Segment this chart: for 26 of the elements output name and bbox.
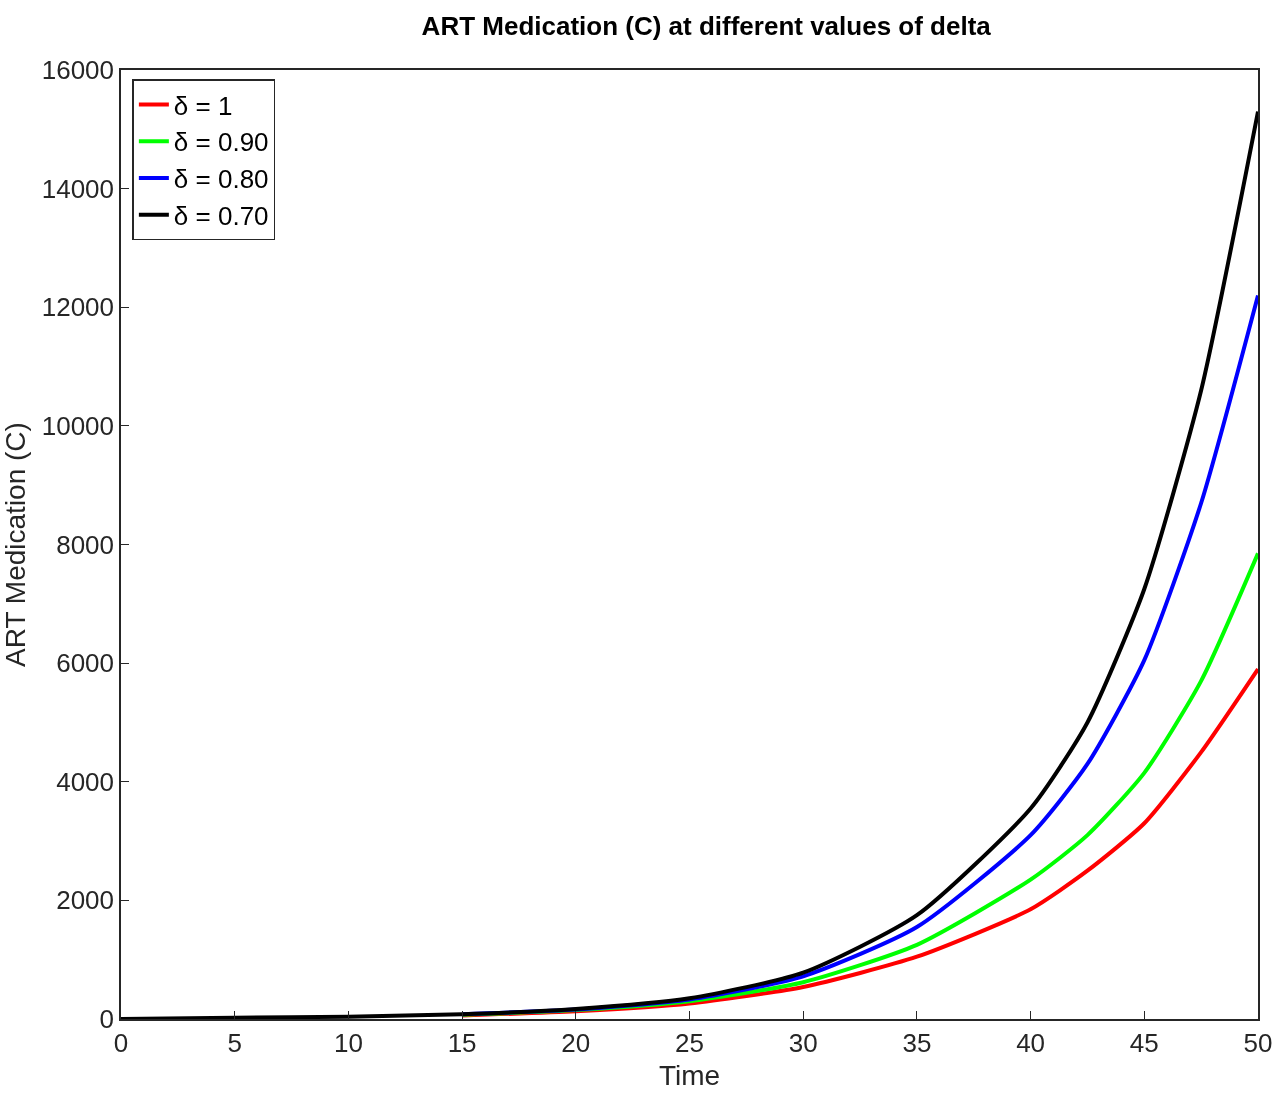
legend-label: δ = 1 (173, 90, 233, 121)
x-tick-label: 50 (1243, 1027, 1273, 1058)
y-tick-label: 0 (99, 1004, 115, 1035)
x-tick-label: 25 (675, 1027, 704, 1058)
y-tick-label: 12000 (41, 292, 115, 323)
y-tick-label: 16000 (41, 55, 115, 86)
x-tick-label: 40 (1016, 1027, 1046, 1058)
y-axis-title: ART Medication (C) (0, 422, 31, 667)
legend-label: δ = 0.80 (173, 164, 269, 195)
y-tick-label: 6000 (56, 648, 115, 679)
x-tick-label: 30 (788, 1027, 818, 1058)
x-tick-label: 10 (333, 1027, 363, 1058)
y-tick-label: 4000 (56, 766, 115, 797)
x-tick-label: 20 (561, 1027, 591, 1058)
x-tick-label: 5 (227, 1027, 242, 1058)
y-tick-label: 8000 (56, 529, 115, 560)
x-axis-title: Time (658, 1059, 721, 1091)
x-tick-label: 45 (1129, 1027, 1159, 1058)
y-tick-label: 14000 (41, 173, 115, 204)
y-tick-label: 10000 (41, 410, 115, 441)
legend-label: δ = 0.90 (173, 127, 269, 158)
legend-label: δ = 0.70 (173, 200, 269, 231)
chart-title: ART Medication (C) at different values of delta (421, 10, 992, 41)
x-tick-label: 35 (902, 1027, 932, 1058)
x-tick-label: 15 (447, 1027, 477, 1058)
y-tick-label: 2000 (56, 885, 115, 916)
